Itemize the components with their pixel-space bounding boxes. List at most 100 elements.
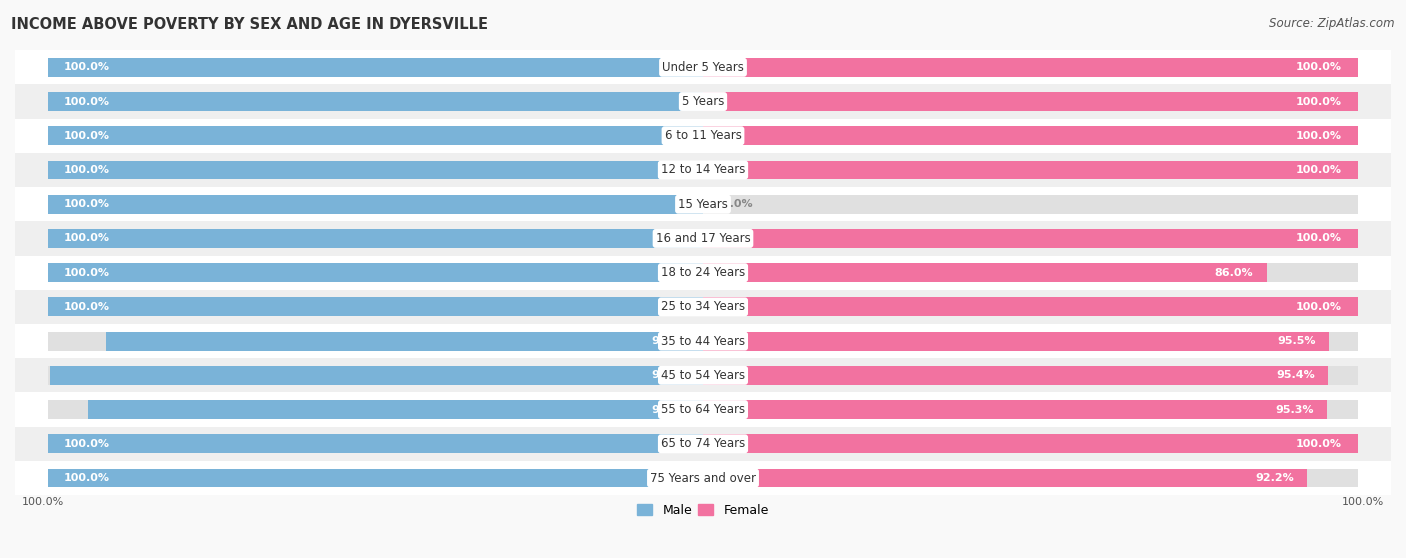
Bar <box>703 263 1358 282</box>
Text: 45 to 54 Years: 45 to 54 Years <box>661 369 745 382</box>
Bar <box>703 126 1358 145</box>
Text: 100.0%: 100.0% <box>65 473 110 483</box>
Bar <box>48 58 703 76</box>
Bar <box>15 324 1391 358</box>
Bar <box>48 263 703 282</box>
Bar <box>15 119 1391 153</box>
Bar <box>15 392 1391 427</box>
Bar <box>703 58 1358 76</box>
Text: 100.0%: 100.0% <box>65 62 110 73</box>
Bar <box>48 92 703 111</box>
Bar <box>703 331 1358 350</box>
Bar <box>15 256 1391 290</box>
Bar <box>703 434 1358 453</box>
Text: 75 Years and over: 75 Years and over <box>650 472 756 484</box>
Text: 35 to 44 Years: 35 to 44 Years <box>661 335 745 348</box>
Text: 92.2%: 92.2% <box>1256 473 1294 483</box>
Bar <box>703 434 1358 453</box>
Text: 100.0%: 100.0% <box>65 97 110 107</box>
Bar <box>15 427 1391 461</box>
Bar <box>48 229 703 248</box>
Text: INCOME ABOVE POVERTY BY SEX AND AGE IN DYERSVILLE: INCOME ABOVE POVERTY BY SEX AND AGE IN D… <box>11 17 488 32</box>
Text: 100.0%: 100.0% <box>65 199 110 209</box>
Bar <box>48 92 703 111</box>
Bar <box>703 161 1358 180</box>
Bar <box>48 297 703 316</box>
Bar <box>48 263 703 282</box>
Text: Under 5 Years: Under 5 Years <box>662 61 744 74</box>
Text: 100.0%: 100.0% <box>65 233 110 243</box>
Text: 6 to 11 Years: 6 to 11 Years <box>665 129 741 142</box>
Bar <box>703 469 1358 488</box>
Text: 100.0%: 100.0% <box>65 439 110 449</box>
Text: 100.0%: 100.0% <box>1296 165 1341 175</box>
Text: 100.0%: 100.0% <box>1296 131 1341 141</box>
Text: 95.4%: 95.4% <box>1277 371 1315 381</box>
Text: 5 Years: 5 Years <box>682 95 724 108</box>
Bar <box>48 58 703 76</box>
Bar <box>15 358 1391 392</box>
Text: 100.0%: 100.0% <box>65 165 110 175</box>
Bar <box>15 84 1391 119</box>
Text: 99.6%: 99.6% <box>651 371 690 381</box>
Bar <box>48 366 703 385</box>
Bar <box>105 331 703 350</box>
Text: 100.0%: 100.0% <box>65 268 110 278</box>
Text: 16 and 17 Years: 16 and 17 Years <box>655 232 751 245</box>
Text: 93.9%: 93.9% <box>651 405 690 415</box>
Bar <box>48 331 703 350</box>
Text: 55 to 64 Years: 55 to 64 Years <box>661 403 745 416</box>
Bar <box>48 434 703 453</box>
Bar <box>703 58 1358 76</box>
Bar <box>51 366 703 385</box>
Bar <box>703 195 1358 214</box>
Text: 100.0%: 100.0% <box>65 131 110 141</box>
Bar <box>703 400 1327 419</box>
Bar <box>48 434 703 453</box>
Bar <box>703 400 1358 419</box>
Bar <box>703 92 1358 111</box>
Bar <box>15 187 1391 222</box>
Bar <box>87 400 703 419</box>
Text: 65 to 74 Years: 65 to 74 Years <box>661 437 745 450</box>
Text: Source: ZipAtlas.com: Source: ZipAtlas.com <box>1270 17 1395 30</box>
Bar <box>15 290 1391 324</box>
Bar <box>703 161 1358 180</box>
Text: 12 to 14 Years: 12 to 14 Years <box>661 163 745 176</box>
Text: 100.0%: 100.0% <box>1296 302 1341 312</box>
Bar <box>703 229 1358 248</box>
Bar <box>703 366 1329 385</box>
Text: 100.0%: 100.0% <box>21 497 63 507</box>
Bar <box>48 161 703 180</box>
Bar <box>48 400 703 419</box>
Text: 100.0%: 100.0% <box>1296 233 1341 243</box>
Bar <box>703 331 1329 350</box>
Bar <box>703 469 1308 488</box>
Bar <box>15 222 1391 256</box>
Bar <box>15 461 1391 495</box>
Bar <box>48 195 703 214</box>
Bar <box>48 297 703 316</box>
Bar <box>48 126 703 145</box>
Text: 18 to 24 Years: 18 to 24 Years <box>661 266 745 279</box>
Bar <box>48 161 703 180</box>
Text: 0.0%: 0.0% <box>723 199 754 209</box>
Bar <box>48 229 703 248</box>
Text: 86.0%: 86.0% <box>1215 268 1253 278</box>
Bar <box>48 126 703 145</box>
Legend: Male, Female: Male, Female <box>633 499 773 522</box>
Text: 100.0%: 100.0% <box>1296 439 1341 449</box>
Bar <box>15 153 1391 187</box>
Bar <box>15 50 1391 84</box>
Bar <box>703 366 1358 385</box>
Text: 100.0%: 100.0% <box>65 302 110 312</box>
Bar <box>703 263 1267 282</box>
Text: 95.3%: 95.3% <box>1275 405 1315 415</box>
Bar <box>48 195 703 214</box>
Text: 91.1%: 91.1% <box>651 336 690 346</box>
Text: 100.0%: 100.0% <box>1343 497 1385 507</box>
Text: 100.0%: 100.0% <box>1296 62 1341 73</box>
Text: 95.5%: 95.5% <box>1277 336 1316 346</box>
Bar <box>48 469 703 488</box>
Text: 100.0%: 100.0% <box>1296 97 1341 107</box>
